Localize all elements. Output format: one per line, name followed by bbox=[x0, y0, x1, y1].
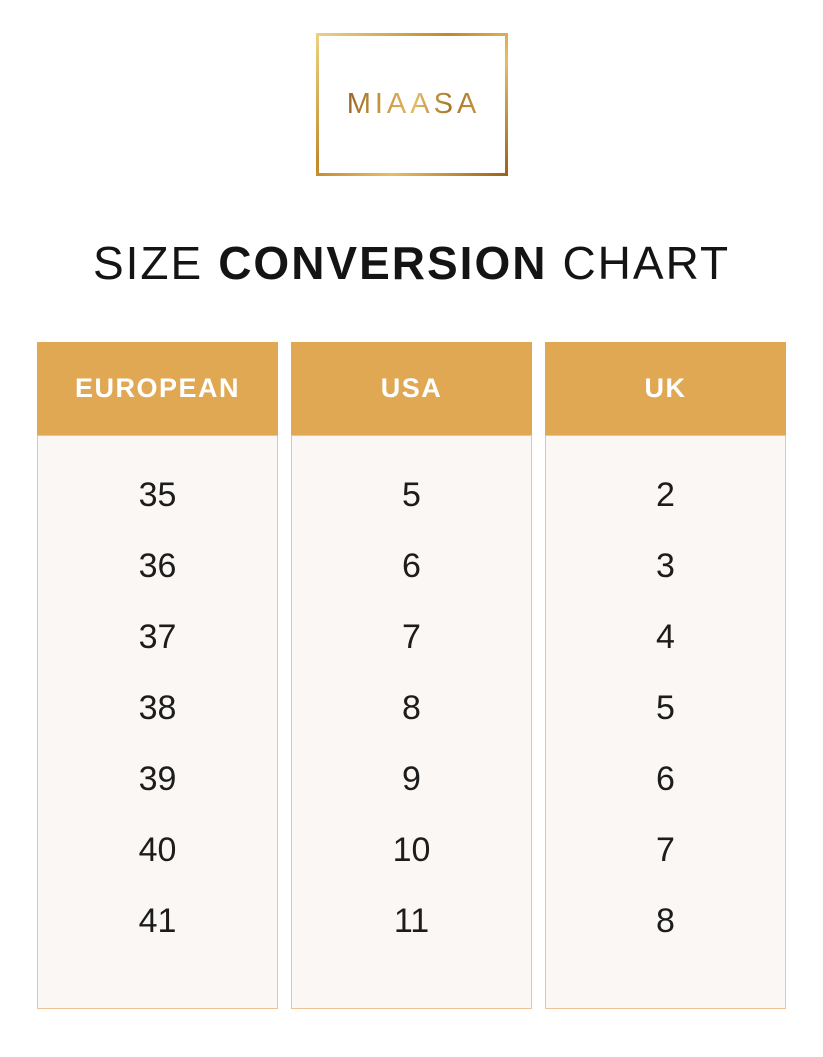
page-title: SIZE CONVERSION CHART bbox=[0, 240, 823, 286]
size-cell: 40 bbox=[138, 831, 177, 869]
size-cell: 35 bbox=[138, 476, 177, 514]
size-cell: 8 bbox=[656, 902, 675, 940]
size-cell: 11 bbox=[393, 902, 430, 940]
column-body-usa: 5 6 7 8 9 10 11 bbox=[291, 435, 532, 1009]
size-cell: 10 bbox=[392, 831, 431, 869]
size-cell: 3 bbox=[656, 547, 675, 585]
title-word-conversion: CONVERSION bbox=[218, 237, 548, 289]
size-cell: 39 bbox=[138, 760, 177, 798]
size-cell: 6 bbox=[402, 547, 421, 585]
size-cell: 37 bbox=[138, 618, 177, 656]
column-body-uk: 2 3 4 5 6 7 8 bbox=[545, 435, 786, 1009]
size-cell: 8 bbox=[402, 689, 421, 727]
column-header-uk: UK bbox=[545, 342, 786, 435]
size-cell: 7 bbox=[402, 618, 421, 656]
column-header-european: EUROPEAN bbox=[37, 342, 278, 435]
size-cell: 6 bbox=[656, 760, 675, 798]
size-cell: 5 bbox=[656, 689, 675, 727]
size-cell: 36 bbox=[138, 547, 177, 585]
conversion-table: EUROPEAN 35 36 37 38 39 40 41 USA 5 6 7 8 9 10 11 UK 2 3 4 5… bbox=[0, 342, 823, 1009]
size-cell: 7 bbox=[656, 831, 675, 869]
column-uk: UK 2 3 4 5 6 7 8 bbox=[545, 342, 786, 1009]
size-cell: 38 bbox=[138, 689, 177, 727]
size-cell: 2 bbox=[656, 476, 675, 514]
size-cell: 41 bbox=[138, 902, 177, 940]
column-usa: USA 5 6 7 8 9 10 11 bbox=[291, 342, 532, 1009]
size-cell: 4 bbox=[656, 618, 675, 656]
brand-logo-text: MIAASA bbox=[343, 88, 481, 121]
column-european: EUROPEAN 35 36 37 38 39 40 41 bbox=[37, 342, 278, 1009]
brand-logo-frame: MIAASA bbox=[315, 33, 508, 176]
title-word-chart: CHART bbox=[562, 237, 731, 289]
size-cell: 9 bbox=[402, 760, 421, 798]
size-cell: 5 bbox=[402, 476, 421, 514]
column-body-european: 35 36 37 38 39 40 41 bbox=[37, 435, 278, 1009]
title-word-size: SIZE bbox=[92, 237, 204, 289]
column-header-usa: USA bbox=[291, 342, 532, 435]
